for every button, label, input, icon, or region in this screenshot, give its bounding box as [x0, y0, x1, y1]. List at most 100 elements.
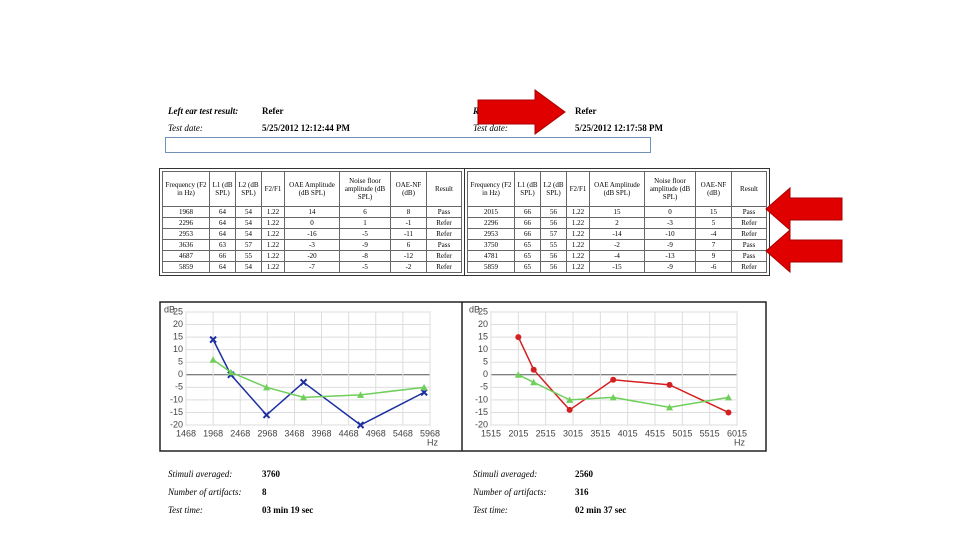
x-tick-label: 4515: [645, 428, 665, 438]
left-table: Frequency (F2 in Hz) L1 (dB SPL) L2 (dB SP…: [162, 171, 462, 273]
summary-label: Test time:: [473, 505, 508, 515]
x-tick-label: 5515: [700, 428, 720, 438]
marker: [209, 356, 217, 363]
row: 3750 65 55 1.22 -2 -9 7 Pass: [467, 239, 767, 251]
x-axis-label: Hz: [734, 437, 745, 447]
date-label: Test date:: [168, 123, 203, 133]
chart-frame: [159, 301, 767, 452]
x-tick-label: 1468: [176, 428, 196, 438]
marker: [724, 393, 732, 401]
cell: Refer: [426, 261, 462, 273]
row: 2296 66 56 1.22 2 -3 5 Refer: [467, 217, 767, 229]
x-tick-label: 3515: [590, 428, 610, 438]
marker: [725, 409, 732, 416]
cell: 5859: [467, 261, 515, 273]
header-row: Frequency (F2 in Hz) L1 (dB SPL) L2 (dB SP…: [467, 171, 767, 207]
marker: [263, 383, 271, 391]
marker: [357, 391, 365, 398]
marker: [566, 406, 573, 413]
summary-label: Test time:: [168, 505, 203, 515]
y-tick-label: -20: [475, 419, 488, 429]
x-tick-label: 3968: [312, 428, 332, 438]
column-header: OAE-NF (dB): [390, 171, 427, 207]
y-tick-label: 15: [478, 331, 488, 341]
y-axis-label: dB: [469, 304, 480, 314]
summary-value: 2560: [575, 469, 593, 479]
x-tick-label: 5015: [672, 428, 692, 438]
x-tick-label: 2968: [257, 428, 277, 438]
y-tick-label: 25: [173, 306, 183, 316]
marker: [666, 381, 673, 388]
marker: [566, 396, 574, 403]
marker: [666, 403, 674, 411]
summary-label: Stimuli averaged:: [473, 469, 538, 479]
column-header: Result: [426, 171, 462, 207]
result: Refer: [575, 106, 597, 116]
y-tick-label: 20: [173, 319, 183, 329]
marker: [227, 368, 235, 376]
marker: [530, 366, 537, 373]
x-tick-label: 4468: [339, 428, 359, 438]
summary-label: Number of artifacts:: [168, 487, 242, 497]
y-tick-label: -15: [170, 407, 183, 417]
summary-label: Stimuli averaged:: [168, 469, 233, 479]
cell: Refer: [426, 250, 462, 262]
y-tick-label: 25: [478, 306, 488, 316]
column-header: OAE Amplitude (dB SPL): [589, 171, 645, 207]
series-line: [212, 339, 425, 426]
left-table-box: Frequency (F2 in Hz) L1 (dB SPL) L2 (dB SP…: [159, 168, 465, 276]
y-tick-label: 10: [478, 344, 488, 354]
marker: [262, 411, 271, 419]
marker: [610, 376, 617, 383]
marker: [609, 393, 617, 401]
header-row: Frequency (F2 in Hz) L1 (dB SPL) L2 (dB SP…: [162, 171, 462, 207]
y-tick-label: -5: [480, 382, 488, 392]
x-tick-label: 5468: [393, 428, 413, 438]
x-tick-label: 4015: [618, 428, 638, 438]
x-tick-label: 2468: [230, 428, 250, 438]
cell: 64: [209, 261, 236, 273]
y-tick-label: 5: [178, 357, 183, 367]
y-tick-label: 5: [483, 357, 488, 367]
x-tick-label: 5968: [420, 428, 440, 438]
row: 4687 66 55 1.22 -20 -8 -12 Refer: [162, 250, 462, 262]
y-tick-label: 10: [173, 344, 183, 354]
marker: [514, 371, 522, 378]
plot-area: [490, 311, 738, 426]
y-tick-label: 0: [483, 369, 488, 379]
y-tick-label: 0: [178, 369, 183, 379]
summary-label: Number of artifacts:: [473, 487, 547, 497]
cell: Refer: [731, 261, 767, 273]
x-tick-label: 4968: [366, 428, 386, 438]
summary-value: 8: [262, 487, 267, 497]
row: 2953 66 57 1.22 -14 -10 -4 Refer: [467, 228, 767, 240]
y-tick-label: 15: [173, 331, 183, 341]
x-tick-label: 1515: [481, 428, 501, 438]
marker: [420, 388, 428, 397]
series-line: [518, 374, 729, 409]
marker: [300, 393, 308, 401]
series-line: [212, 359, 425, 399]
summary-value: 3760: [262, 469, 280, 479]
marker: [420, 383, 428, 391]
y-tick-label: -10: [170, 394, 183, 404]
y-tick-label: 20: [478, 319, 488, 329]
input-box: [165, 137, 651, 153]
column-header: F2/F1: [261, 171, 285, 207]
x-axis-label: Hz: [427, 437, 438, 447]
row: 1968 64 54 1.22 14 6 8 Pass: [162, 206, 462, 218]
date: 5/25/2012 12:17:58 PM: [575, 123, 663, 133]
marker: [515, 334, 522, 341]
marker: [530, 378, 538, 386]
date: 5/25/2012 12:12:44 PM: [262, 123, 350, 133]
y-tick-label: -20: [170, 419, 183, 429]
row: 3636 63 57 1.22 -3 -9 6 Pass: [162, 239, 462, 251]
result: Refer: [262, 106, 284, 116]
x-tick-label: 1968: [203, 428, 223, 438]
summary-value: 316: [575, 487, 589, 497]
y-tick-label: -15: [475, 407, 488, 417]
marker: [299, 378, 308, 387]
x-tick-label: 6015: [727, 428, 747, 438]
marker: [356, 421, 365, 429]
